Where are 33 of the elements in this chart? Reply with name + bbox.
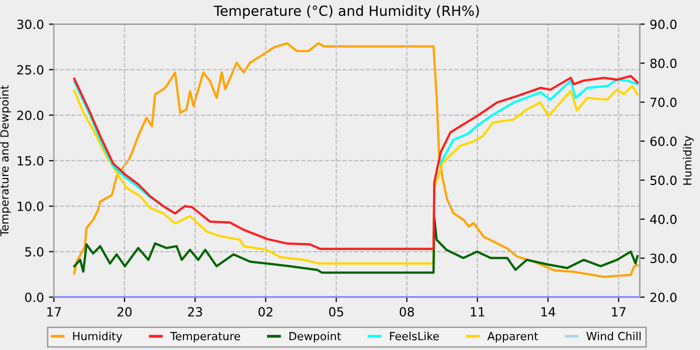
y2-tick-label: 90.0: [650, 20, 677, 30]
y-tick-label: 0.0: [25, 292, 44, 302]
y-tick-label: 10.0: [18, 202, 44, 212]
y-tick-label: 20.0: [17, 110, 44, 120]
legend-label: Humidity: [73, 332, 122, 342]
chart-title: Temperature (°C) and Humidity (RH%): [214, 5, 479, 19]
x-tick-label: 14: [541, 307, 556, 316]
y2-tick-label: 80.0: [650, 58, 677, 68]
y-tick-label: 25.0: [17, 65, 44, 75]
y2-tick-label: 70.0: [650, 98, 677, 108]
x-tick-label: 08: [400, 307, 414, 317]
x-tick-label: 05: [329, 307, 344, 317]
x-tick-label: 17: [612, 307, 626, 316]
x-tick-label: 20: [117, 307, 132, 317]
y2-tick-label: 60.0: [650, 136, 677, 146]
x-tick-label: 11: [470, 307, 484, 316]
legend-label: Temperature: [170, 332, 240, 342]
y-tick-label: 5.0: [25, 247, 44, 257]
legend-label: Wind Chill: [586, 332, 641, 340]
legend-label: Dewpoint: [289, 332, 341, 342]
y2-tick-label: 30.0: [650, 254, 677, 264]
y2-axis-title: Humidity: [682, 136, 694, 185]
y2-tick-label: 20.0: [650, 292, 677, 302]
y-tick-label: 30.0: [17, 20, 44, 30]
x-tick-label: 17: [47, 307, 61, 316]
x-tick-label: 02: [258, 307, 272, 317]
y2-tick-label: 40.0: [650, 214, 677, 224]
y-tick-label: 15.0: [18, 156, 44, 166]
y-axis-title: Temperature and Dewpoint: [0, 85, 11, 236]
legend-label: FeelsLike: [390, 332, 439, 340]
legend-label: Apparent: [487, 332, 538, 342]
x-tick-label: 23: [188, 307, 202, 317]
y2-tick-label: 50.0: [650, 176, 677, 186]
